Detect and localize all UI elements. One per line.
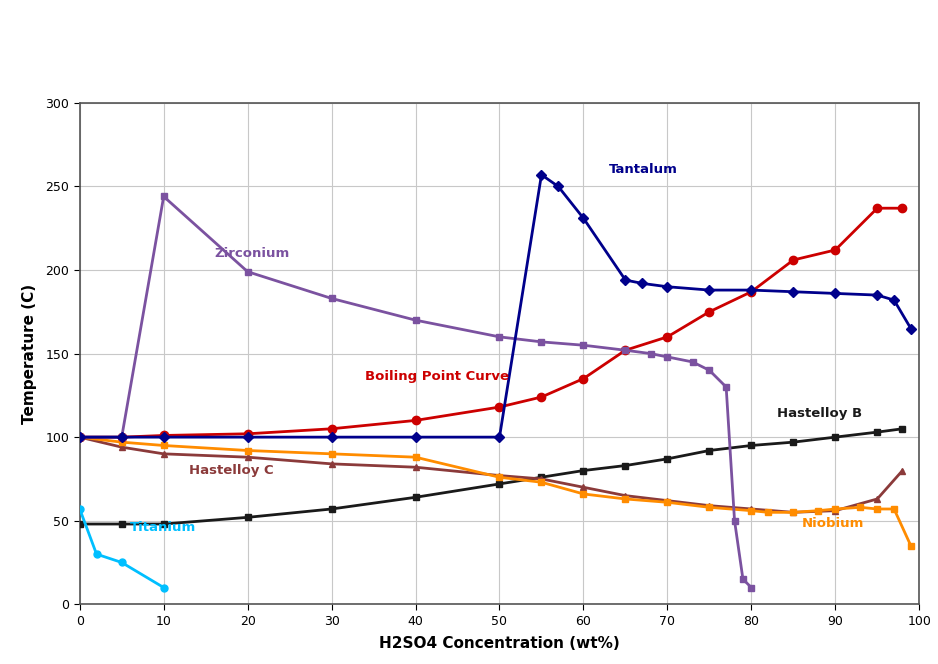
Text: Zirconium: Zirconium <box>214 246 289 260</box>
Text: Titanium: Titanium <box>130 521 196 534</box>
Text: Tantalum: Tantalum <box>609 163 677 176</box>
Text: Hastelloy C: Hastelloy C <box>189 464 274 477</box>
Text: 5mpy (0.13mm/yr): 5mpy (0.13mm/yr) <box>383 56 555 74</box>
X-axis label: H2SO4 Concentration (wt%): H2SO4 Concentration (wt%) <box>379 636 620 651</box>
Y-axis label: Temperature (C): Temperature (C) <box>23 284 38 424</box>
Text: Hastelloy B: Hastelloy B <box>777 407 862 420</box>
Text: SULFURIC ACID ISO-CORROSION CURVE: SULFURIC ACID ISO-CORROSION CURVE <box>12 20 628 48</box>
Text: Boiling Point Curve: Boiling Point Curve <box>365 371 509 383</box>
Text: Niobium: Niobium <box>802 517 864 531</box>
